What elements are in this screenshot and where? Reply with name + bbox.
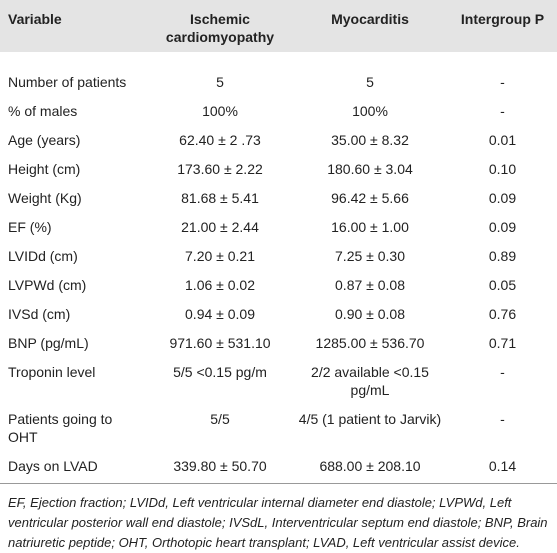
table-cell: 16.00 ± 1.00 [331, 219, 409, 235]
table-cell: - [500, 364, 505, 380]
table-cell: Age (years) [8, 132, 81, 148]
table-cell: - [500, 74, 505, 90]
table-cell: 5/5 <0.15 pg/m [173, 364, 267, 380]
table-cell: 0.94 ± 0.09 [185, 306, 255, 322]
table-cell: 0.76 [488, 306, 517, 322]
table-cell: 7.25 ± 0.30 [335, 248, 405, 264]
table-cell: 0.01 [488, 132, 517, 148]
table-row: LVPWd (cm) 1.06 ± 0.02 0.87 ± 0.08 0.05 [0, 270, 557, 299]
table-cell: 7.20 ± 0.21 [185, 248, 255, 264]
table-cell: 35.00 ± 8.32 [331, 132, 409, 148]
table-cell: Height (cm) [8, 161, 81, 177]
table-cell: 62.40 ± 2 .73 [179, 132, 261, 148]
table-row: Days on LVAD 339.80 ± 50.70 688.00 ± 208.1… [0, 451, 557, 484]
table-cell: 5 [366, 74, 374, 90]
table-cell: Days on LVAD [0, 451, 148, 484]
table-cell: 971.60 ± 531.10 [169, 335, 271, 351]
table-cell: 0.89 [488, 248, 517, 264]
table-cell: 688.00 ± 208.10 [292, 451, 448, 484]
table-cell: - [500, 103, 505, 119]
table-cell: 5 [216, 74, 224, 90]
table-cell: 0.71 [488, 335, 517, 351]
table-cell: 180.60 ± 3.04 [327, 161, 413, 177]
table-cell: 96.42 ± 5.66 [331, 190, 409, 206]
table-row: IVSd (cm) 0.94 ± 0.09 0.90 ± 0.08 0.76 [0, 299, 557, 328]
table-cell: LVIDd (cm) [8, 248, 78, 264]
table-body: Number of patients 5 5 - % of males 100% 100% -… [0, 52, 557, 484]
table-cell: BNP (pg/mL) [8, 335, 89, 351]
header-row: Variable Ischemic cardiomyopathy Myocardit… [0, 0, 557, 52]
table-cell: 4/5 (1 patient to Jarvik) [298, 411, 442, 427]
data-table: Variable Ischemic cardiomyopathy Myocardit… [0, 0, 557, 484]
table-cell: Weight (Kg) [8, 190, 82, 206]
column-header: Intergroup P [460, 11, 545, 27]
table-cell: EF (%) [8, 219, 52, 235]
table-cell: 0.05 [488, 277, 517, 293]
table-cell: 1.06 ± 0.02 [185, 277, 255, 293]
table-cell: IVSd (cm) [8, 306, 71, 322]
table-row: Weight (Kg) 81.68 ± 5.41 96.42 ± 5.66 0.09 [0, 183, 557, 212]
column-header: Variable [8, 11, 62, 27]
table-cell: Patients going to OHT [8, 411, 113, 445]
table-cell: % of males [8, 103, 78, 119]
table-cell: 2/2 available <0.15 pg/mL [311, 364, 429, 398]
table-cell: 21.00 ± 2.44 [181, 219, 259, 235]
table-row: Number of patients 5 5 - [0, 52, 557, 96]
column-header: Ischemic cardiomyopathy [165, 11, 275, 45]
table-row: Troponin level 5/5 <0.15 pg/m 2/2 availabl… [0, 357, 557, 404]
table-cell: 1285.00 ± 536.70 [315, 335, 425, 351]
table-row: BNP (pg/mL) 971.60 ± 531.10 1285.00 ± 536.… [0, 328, 557, 357]
table-cell: 81.68 ± 5.41 [181, 190, 259, 206]
table-cell: Number of patients [8, 74, 127, 90]
table-cell: - [500, 411, 505, 427]
table-cell: 173.60 ± 2.22 [177, 161, 263, 177]
table-row: LVIDd (cm) 7.20 ± 0.21 7.25 ± 0.30 0.89 [0, 241, 557, 270]
footnote: EF, Ejection fraction; LVIDd, Left ventr… [8, 495, 548, 550]
table-cell: 100% [202, 103, 238, 119]
table-cell: 100% [352, 103, 388, 119]
table-row: Age (years) 62.40 ± 2 .73 35.00 ± 8.32 0.01 [0, 125, 557, 154]
table-cell: 339.80 ± 50.70 [148, 451, 292, 484]
table-cell: LVPWd (cm) [8, 277, 87, 293]
table-cell: 0.09 [488, 190, 517, 206]
column-header: Myocarditis [331, 11, 409, 27]
table-row: Patients going to OHT 5/5 4/5 (1 patient t… [0, 404, 557, 451]
table-cell: 5/5 [210, 411, 230, 427]
table-cell: 0.14 [448, 451, 557, 484]
table-header: Variable Ischemic cardiomyopathy Myocardit… [0, 0, 557, 52]
table-cell: 0.90 ± 0.08 [335, 306, 405, 322]
table-row: Height (cm) 173.60 ± 2.22 180.60 ± 3.04 0.1… [0, 154, 557, 183]
table-cell: 0.10 [488, 161, 517, 177]
table-row: % of males 100% 100% - [0, 96, 557, 125]
table-cell: 0.87 ± 0.08 [335, 277, 405, 293]
table-cell: Troponin level [8, 364, 96, 380]
table-row: EF (%) 21.00 ± 2.44 16.00 ± 1.00 0.09 [0, 212, 557, 241]
table-cell: 0.09 [488, 219, 517, 235]
